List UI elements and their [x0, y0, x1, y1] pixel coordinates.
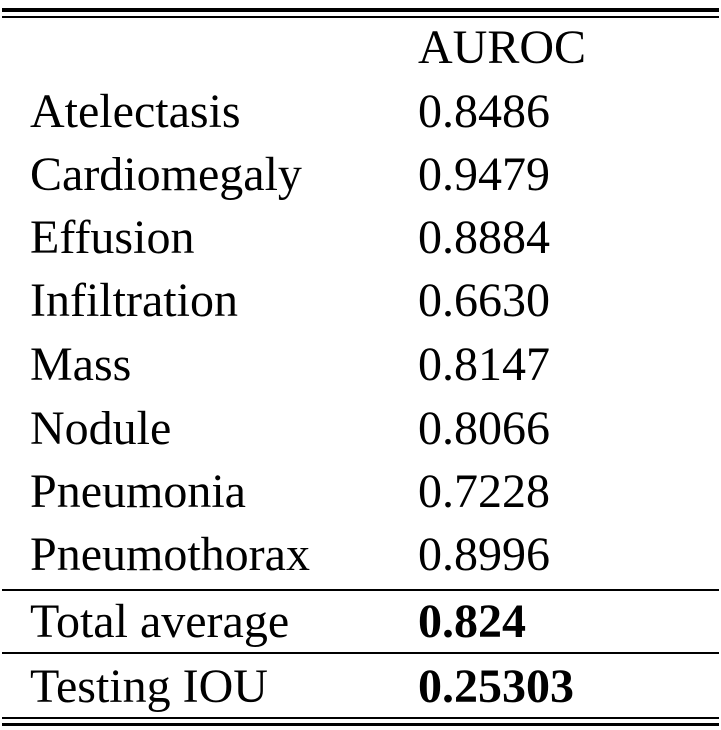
top-rule: [2, 8, 719, 12]
summary-value-testing-iou: 0.25303: [418, 660, 574, 713]
row-label-mass: Mass: [30, 338, 132, 391]
summary-value-total-average: 0.824: [418, 595, 526, 648]
row-label-pneumonia: Pneumonia: [30, 465, 246, 518]
row-value-effusion: 0.8884: [418, 211, 550, 264]
summary-rule-2: [2, 652, 719, 654]
row-label-effusion: Effusion: [30, 211, 195, 264]
row-label-pneumothorax: Pneumothorax: [30, 528, 310, 581]
row-value-cardiomegaly: 0.9479: [418, 148, 550, 201]
bottom-rule-thin: [2, 717, 719, 719]
row-label-cardiomegaly: Cardiomegaly: [30, 148, 302, 201]
top-rule-thin: [2, 16, 719, 18]
row-value-mass: 0.8147: [418, 338, 550, 391]
row-value-pneumothorax: 0.8996: [418, 528, 550, 581]
row-value-atelectasis: 0.8486: [418, 85, 550, 138]
row-label-atelectasis: Atelectasis: [30, 85, 241, 138]
summary-label-testing-iou: Testing IOU: [30, 660, 268, 713]
row-label-infiltration: Infiltration: [30, 274, 238, 327]
header-auroc: AUROC: [418, 21, 587, 74]
bottom-rule: [2, 723, 719, 726]
row-value-pneumonia: 0.7228: [418, 465, 550, 518]
row-value-infiltration: 0.6630: [418, 274, 550, 327]
summary-label-total-average: Total average: [30, 595, 290, 648]
row-value-nodule: 0.8066: [418, 402, 550, 455]
row-label-nodule: Nodule: [30, 402, 172, 455]
summary-rule-1: [2, 589, 719, 591]
